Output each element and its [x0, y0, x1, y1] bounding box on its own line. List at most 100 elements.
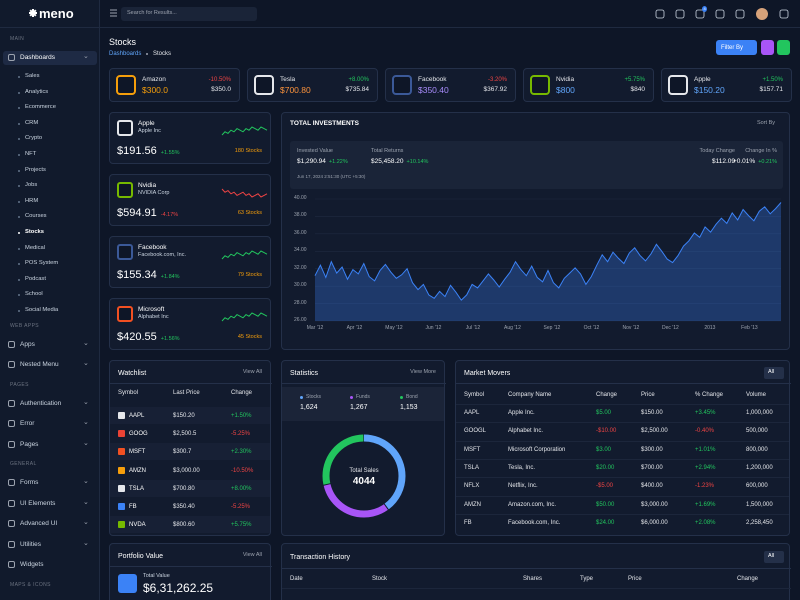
- submenu-item[interactable]: HRM: [25, 197, 39, 204]
- graphic: [221, 250, 268, 260]
- submenu-item[interactable]: Crypto: [25, 135, 43, 142]
- share-button[interactable]: [777, 40, 790, 55]
- stock-change: +1.56%: [160, 336, 180, 342]
- divider: [282, 588, 791, 589]
- submenu-item[interactable]: Podcast: [25, 275, 46, 282]
- stock-card: Apple Apple Inc $191.56 +1.55% 180 Stocks: [109, 112, 271, 164]
- header-icon: [735, 9, 745, 19]
- sparkline: [221, 126, 268, 136]
- search-placeholder: Search for Results...: [127, 10, 177, 16]
- menu-item[interactable]: Nested Menu ⌄: [3, 358, 97, 372]
- cart-badge: 4: [702, 6, 708, 12]
- menu-item[interactable]: Advanced UI ⌄: [3, 517, 97, 531]
- filter-label: All: [768, 553, 775, 559]
- submenu-item[interactable]: School: [25, 291, 43, 298]
- submenu-bullet: [18, 138, 20, 141]
- ticker-price: $700.80: [280, 85, 311, 95]
- price: $700.00: [641, 464, 663, 471]
- chevron: ⌄: [83, 53, 89, 60]
- divider: [456, 383, 791, 384]
- filter-button[interactable]: Filter By: [716, 40, 757, 55]
- filter-dropdown[interactable]: All: [764, 551, 784, 563]
- company: Microsoft Corporation: [508, 446, 566, 453]
- filter-dropdown[interactable]: All: [764, 367, 784, 379]
- header: Search for Results... 4: [100, 0, 800, 28]
- volume: 600,000: [746, 483, 768, 490]
- menu-icon: [8, 520, 15, 528]
- total-label: Total Value: [143, 573, 170, 579]
- volume: 1,500,000: [746, 501, 773, 508]
- column-header: Change: [737, 576, 759, 582]
- submenu-item[interactable]: Stocks: [25, 229, 45, 235]
- menu-item[interactable]: Widgets: [3, 558, 97, 572]
- submenu-item[interactable]: Analytics: [25, 88, 49, 95]
- submenu-item[interactable]: Courses: [25, 213, 47, 220]
- menu-item[interactable]: Authentication ⌄: [3, 397, 97, 411]
- symbol-icon: [118, 484, 125, 492]
- column-header: Symbol: [464, 392, 485, 398]
- timestamp: Jun 17, 2024 2:51:30 (UTC +5:30): [297, 174, 366, 179]
- menu-icon: [8, 340, 15, 348]
- symbol: AAPL: [129, 413, 145, 419]
- symbol: NFLX: [464, 483, 480, 490]
- x-tick-label: Apr '12: [346, 325, 363, 331]
- sparkline: [221, 250, 268, 260]
- menu-icon: [8, 54, 15, 61]
- symbol: MSFT: [464, 446, 481, 453]
- search-input[interactable]: Search for Results...: [121, 7, 257, 21]
- submenu-item[interactable]: NFT: [25, 151, 37, 157]
- submenu-item[interactable]: Projects: [25, 166, 46, 173]
- submenu-item[interactable]: Social Media: [25, 307, 59, 313]
- x-tick-label: Mar '12: [306, 325, 324, 331]
- submenu-item[interactable]: POS System: [25, 260, 59, 267]
- view-all[interactable]: View All: [242, 552, 262, 558]
- portfolio-card: Portfolio Value View All Total Value $6,31,…: [109, 543, 272, 600]
- change: -$5.00: [596, 483, 614, 490]
- ticker-value: $840: [630, 86, 645, 93]
- submenu-bullet: [18, 310, 20, 312]
- pct-change: -1.23%: [695, 483, 715, 490]
- symbol: GOOG: [129, 431, 148, 438]
- card-title: Transaction History: [290, 554, 351, 561]
- stock-company: NVIDIA Corp: [138, 190, 170, 196]
- center-value: 4044: [352, 476, 376, 487]
- header-icon: [675, 9, 685, 19]
- view-more[interactable]: View More: [410, 369, 436, 375]
- row-divider: [456, 440, 789, 442]
- y-tick-label: 34.00: [294, 247, 307, 254]
- sidebar: meno MAIN Dashboards ⌄ Sales Analytics Ecommer…: [0, 0, 100, 600]
- submenu-item[interactable]: Jobs: [25, 182, 38, 189]
- sort-button[interactable]: Sort By: [756, 120, 775, 126]
- submenu-item[interactable]: CRM: [25, 119, 39, 126]
- summary-label: Today Change: [699, 148, 735, 154]
- card-title: TOTAL INVESTMENTS: [290, 120, 359, 127]
- menu-item[interactable]: Apps ⌄: [3, 338, 97, 352]
- menu-label: Utilities: [20, 540, 41, 548]
- column-header: % Change: [695, 392, 724, 398]
- menu-item[interactable]: Utilities ⌄: [3, 538, 97, 552]
- center-label: Total Sales: [349, 468, 379, 474]
- change: +5.75%: [231, 522, 252, 529]
- breadcrumb-link[interactable]: Dashboards: [109, 51, 142, 57]
- price-line: $420.55 +1.56%: [117, 332, 180, 343]
- menu-item[interactable]: Dashboards ⌄: [3, 51, 97, 65]
- chevron: ⌄: [83, 519, 89, 527]
- stock-count: 63 Stocks: [237, 210, 262, 216]
- view-all[interactable]: View All: [242, 369, 262, 375]
- graphic: [221, 126, 268, 136]
- menu-icon: [8, 420, 15, 428]
- menu-item[interactable]: Pages ⌄: [3, 438, 97, 452]
- ticker-change: -10.50%: [208, 77, 231, 83]
- symbol: AAPL: [464, 410, 480, 416]
- menu-item[interactable]: UI Elements ⌄: [3, 497, 97, 511]
- menu-label: Authentication: [20, 399, 62, 407]
- legend-label: Funds: [356, 394, 370, 400]
- submenu-item[interactable]: Sales: [25, 73, 40, 79]
- volume: 1,000,000: [746, 410, 773, 416]
- symbol: MSFT: [129, 449, 146, 456]
- submenu-item[interactable]: Ecommerce: [25, 104, 56, 111]
- download-button[interactable]: [761, 40, 774, 55]
- menu-item[interactable]: Forms ⌄: [3, 476, 97, 490]
- menu-item[interactable]: Error ⌄: [3, 417, 97, 431]
- submenu-item[interactable]: Medical: [25, 244, 45, 251]
